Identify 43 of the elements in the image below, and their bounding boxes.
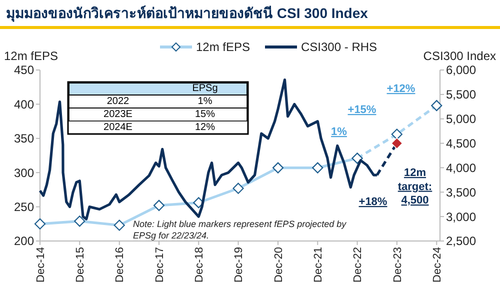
x-tick-label: Dec-16 xyxy=(114,247,126,282)
x-tick-label: Dec-19 xyxy=(233,247,246,282)
y2-tick-label: 5,000 xyxy=(446,112,476,126)
x-tick-label: Dec-24 xyxy=(431,247,444,282)
chart-title: มุมมองของนักวิเคราะห์ต่อเป้าหมายของดัชนี CSI 300 Index xyxy=(6,5,368,22)
annotation: Note: Light blue markers represent fEPS projected by EPSg for 22/23/24. xyxy=(133,219,347,240)
annotation: 2023E xyxy=(104,109,133,120)
x-tick-label: Dec-17 xyxy=(154,247,166,282)
annotation: 2022 xyxy=(106,96,130,107)
y2-axis-title: CSI300 Index xyxy=(423,49,496,63)
x-tick-label: Dec-20 xyxy=(272,247,285,282)
y-tick-label: 200 xyxy=(14,234,34,248)
y2-tick-label: 3,000 xyxy=(446,210,476,224)
y-axis-title: 12m fEPS xyxy=(4,49,58,63)
annotation: 1% xyxy=(198,96,212,107)
annotation: 2024E xyxy=(104,122,133,133)
y-tick-label: 450 xyxy=(14,63,34,78)
annotation: +18% xyxy=(358,196,388,208)
y-tick-label: 400 xyxy=(14,97,34,112)
annotation: 15% xyxy=(194,109,216,120)
y2-tick-label: 5,500 xyxy=(446,88,476,102)
annotation: 12% xyxy=(194,122,216,133)
x-tick-label: Dec-15 xyxy=(74,247,86,282)
y-tick-label: 250 xyxy=(14,200,34,214)
y2-tick-label: 2,500 xyxy=(446,234,476,248)
annotation: +12% xyxy=(386,83,416,95)
legend-label: 12m fEPS xyxy=(196,40,250,54)
legend-label: CSI300 - RHS xyxy=(301,40,378,54)
annotation: 1% xyxy=(331,126,348,138)
annotation: +15% xyxy=(348,104,376,116)
x-tick-label: Dec-14 xyxy=(34,247,47,282)
annotation: EPSg xyxy=(192,83,218,94)
x-tick-label: Dec-23 xyxy=(392,247,404,282)
x-tick-label: Dec-18 xyxy=(193,247,206,282)
x-tick-label: Dec-22 xyxy=(352,247,364,282)
y2-tick-label: 3,500 xyxy=(446,185,476,200)
y2-tick-label: 4,000 xyxy=(446,160,476,175)
x-tick-label: Dec-21 xyxy=(312,247,324,282)
y-tick-label: 300 xyxy=(14,166,34,180)
y2-tick-label: 4,500 xyxy=(446,136,476,150)
y2-tick-label: 6,000 xyxy=(446,63,476,78)
annotation: 12m target: 4,500 xyxy=(398,167,432,206)
y-tick-label: 350 xyxy=(14,132,34,146)
